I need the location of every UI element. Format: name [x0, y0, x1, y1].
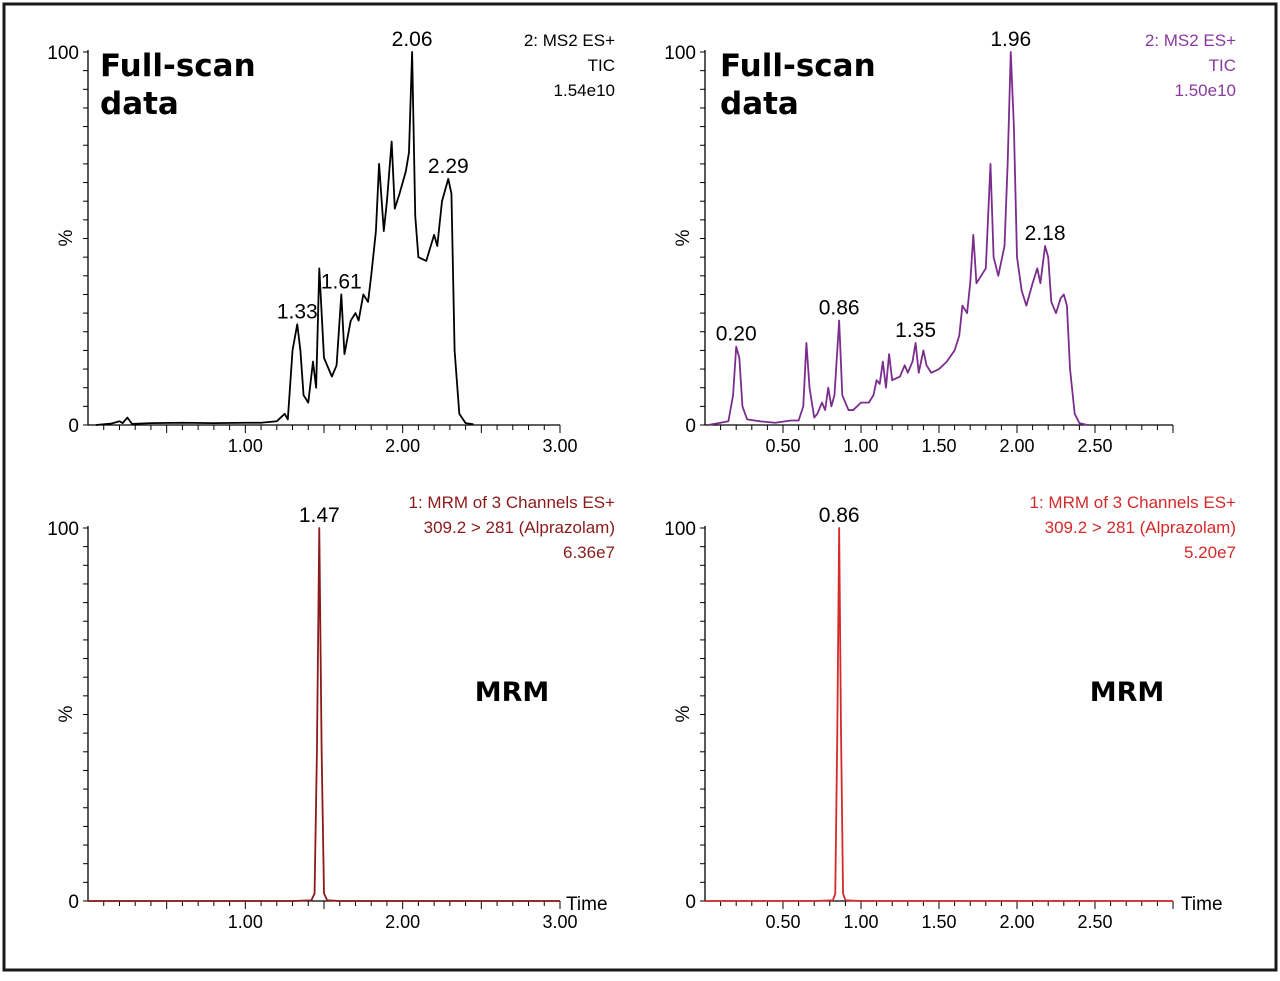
panel-3-y-tick-label: 100	[47, 519, 79, 540]
panel-1-info-line: TIC	[588, 56, 615, 75]
panel-3-info-line: 1: MRM of 3 Channels ES+	[409, 493, 616, 512]
panel-3-x-tick-label: 3.00	[542, 912, 577, 932]
panel-2-info-line: TIC	[1209, 56, 1236, 75]
panel-4-y-tick-label: 100	[664, 519, 696, 540]
panel-1-y-tick-label: 100	[47, 43, 79, 64]
panel-3-series-trace	[88, 527, 560, 902]
panel-2-x-tick-label: 1.00	[843, 436, 878, 456]
panel-4-info-line: 1: MRM of 3 Channels ES+	[1030, 493, 1237, 512]
panel-3-peak-label: 1.47	[299, 504, 340, 527]
panel-4-x-axis-label: Time	[1181, 894, 1223, 915]
panel-3-y-tick-label: 0	[68, 892, 79, 913]
panel-2-peak-label: 0.20	[716, 323, 757, 346]
panel-3-x-tick-label: 2.00	[385, 912, 420, 932]
panel-4-y-axis-label: %	[673, 705, 694, 722]
panel-2-x-tick-label: 1.50	[921, 436, 956, 456]
panel-1-series-trace	[95, 51, 474, 426]
panel-4-big-label: MRM	[1090, 677, 1165, 708]
panel-3-y-axis-label: %	[56, 705, 77, 722]
panel-1-x-tick-label: 1.00	[228, 436, 263, 456]
panel-1-info-line: 1.54e10	[554, 81, 615, 100]
panel-2-y-axis-label: %	[673, 229, 694, 246]
panel-1-big-label: data	[100, 86, 179, 122]
panel-1-peak-label: 1.33	[277, 300, 318, 323]
panel-4-x-tick-label: 1.00	[843, 912, 878, 932]
panel-4-x-tick-label: 2.50	[1077, 912, 1112, 932]
panel-2-peak-label: 0.86	[819, 297, 860, 320]
panel-1-x-tick-label: 3.00	[542, 436, 577, 456]
panel-1-peak-label: 1.61	[321, 270, 362, 293]
panel-4-x-tick-label: 1.50	[921, 912, 956, 932]
panel-3-info-line: 6.36e7	[563, 543, 615, 562]
panel-2-big-label: Full-scan	[720, 48, 876, 84]
panel-3-big-label: MRM	[475, 677, 550, 708]
panel-4-series-trace	[705, 527, 1173, 902]
panel-2-info-line: 1.50e10	[1175, 81, 1236, 100]
panel-4-x-tick-label: 2.00	[999, 912, 1034, 932]
panel-2-big-label: data	[720, 86, 799, 122]
panel-3-x-tick-label: 1.00	[228, 912, 263, 932]
panel-4-y-tick-label: 0	[685, 892, 696, 913]
panel-2-y-tick-label: 0	[685, 416, 696, 437]
panel-1-peak-label: 2.06	[392, 28, 433, 51]
panel-2-info-line: 2: MS2 ES+	[1145, 31, 1236, 50]
panel-4-info-line: 309.2 > 281 (Alprazolam)	[1045, 518, 1236, 537]
panel-1-y-axis-label: %	[56, 229, 77, 246]
panel-2-peak-label: 1.96	[990, 28, 1031, 51]
panel-4-x-tick-label: 0.50	[765, 912, 800, 932]
panel-2-series-trace	[707, 51, 1088, 426]
panel-1-x-tick-label: 2.00	[385, 436, 420, 456]
panel-4-info-line: 5.20e7	[1184, 543, 1236, 562]
panel-2-x-tick-label: 2.00	[999, 436, 1034, 456]
panel-2-y-tick-label: 100	[664, 43, 696, 64]
panel-2-peak-label: 2.18	[1025, 222, 1066, 245]
panel-1-info-line: 2: MS2 ES+	[524, 31, 615, 50]
panel-4-peak-label: 0.86	[819, 504, 860, 527]
panel-3-info-line: 309.2 > 281 (Alprazolam)	[424, 518, 615, 537]
panel-1-y-tick-label: 0	[68, 416, 79, 437]
panel-3-x-axis-label: Time	[566, 894, 608, 915]
panel-1-peak-label: 2.29	[428, 155, 469, 178]
panel-1-big-label: Full-scan	[100, 48, 256, 84]
panel-2-x-tick-label: 2.50	[1077, 436, 1112, 456]
panel-2-x-tick-label: 0.50	[765, 436, 800, 456]
panel-2-peak-label: 1.35	[895, 319, 936, 342]
